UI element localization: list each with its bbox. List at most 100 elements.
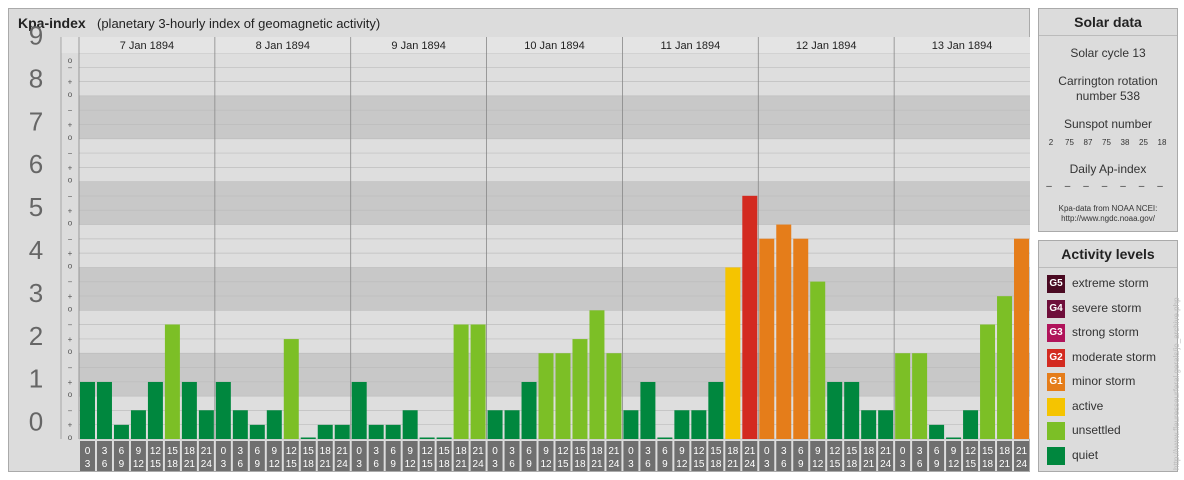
interval-start-label: 0 [221,446,227,457]
interval-box [912,441,928,471]
level-label: strong storm [1072,325,1139,339]
level-label: moderate storm [1072,349,1157,364]
interval-box [470,441,486,471]
level-swatch: G2 [1047,348,1065,367]
y-subtick-label: o [68,90,73,99]
interval-start-label: 9 [679,446,685,457]
interval-start-label: 18 [999,446,1011,457]
interval-box [827,441,843,471]
interval-box [861,441,877,471]
y-subtick-label: − [68,278,73,287]
day-label: 12 Jan 1894 [796,40,857,52]
interval-box [929,441,945,471]
kp-bar [181,381,197,439]
kp-bar [113,424,129,439]
interval-start-label: 12 [557,446,569,457]
interval-end-label: 12 [133,459,145,470]
interval-end-label: 6 [781,459,787,470]
level-item: G1 minor storm [1047,373,1175,391]
kp-bar [572,339,588,439]
interval-start-label: 15 [439,446,451,457]
interval-box [742,441,758,471]
interval-box [589,441,605,471]
y-subtick-label: − [68,364,73,373]
interval-start-label: 12 [829,446,841,457]
kp-bar [589,310,605,439]
interval-box [266,441,282,471]
interval-box [317,441,333,471]
y-axis-gutter [9,37,61,439]
kp-bar [504,410,520,439]
ap-value: – [1064,181,1071,192]
kp-bar [453,324,469,439]
interval-start-label: 9 [951,446,957,457]
kp-bar [657,437,673,439]
sunspot-title: Sunspot number [1063,117,1153,131]
y-subtick-label: o [68,433,73,442]
interval-start-label: 3 [781,446,787,457]
interval-box [1014,441,1029,471]
y-tick-label: 7 [29,106,43,136]
interval-box [623,441,639,471]
interval-end-label: 15 [150,459,162,470]
ap-value: – [1046,181,1052,192]
y-subtick-label: − [68,321,73,330]
solar-data-title: Solar data [1039,9,1177,36]
kp-bar [861,410,877,439]
interval-end-label: 9 [934,459,940,470]
interval-end-label: 12 [540,459,552,470]
credit-text: http://www.fleuresseurferal.gerals/jo_ar… [1172,297,1181,470]
y-subtick-label: − [68,235,73,244]
solar-data-panel: Solar data Solar cycle 13 Carrington rot… [1038,8,1178,232]
interval-end-label: 21 [184,459,196,470]
interval-start-label: 3 [238,446,244,457]
kp-bar [980,324,996,439]
interval-start-label: 0 [356,446,362,457]
interval-start-label: 12 [286,446,298,457]
interval-end-label: 9 [255,459,261,470]
interval-end-label: 15 [693,459,705,470]
ap-title: Daily Ap-index [1069,162,1147,176]
band-6 [79,138,1030,182]
kp-bar [385,424,401,439]
level-item: unsettled [1047,422,1175,440]
interval-box [776,441,792,471]
day-label: 11 Jan 1894 [660,40,720,52]
y-subtick-label: + [68,249,73,258]
interval-box [997,441,1013,471]
y-subtick-label: − [68,106,73,115]
y-tick-label: 8 [29,63,43,93]
level-label: unsettled [1072,423,1121,437]
interval-box [96,441,112,471]
y-subtick-label: + [68,378,73,387]
interval-end-label: 15 [557,459,569,470]
kp-bar [538,353,554,439]
y-subtick-label: o [68,56,73,65]
interval-start-label: 3 [509,446,515,457]
y-tick-label: 1 [29,364,43,394]
sunspot-value: 25 [1139,138,1148,147]
interval-start-label: 15 [846,446,858,457]
y-subtick-label: o [68,390,73,399]
kp-bar [198,410,214,439]
interval-start-label: 6 [934,446,940,457]
interval-end-label: 3 [492,459,498,470]
interval-end-label: 15 [965,459,977,470]
kp-bar [436,437,452,439]
kp-bar [96,381,112,439]
interval-end-label: 9 [526,459,532,470]
interval-end-label: 3 [628,459,634,470]
interval-end-label: 12 [269,459,281,470]
interval-end-label: 12 [948,459,960,470]
interval-start-label: 0 [628,446,634,457]
band-7 [79,95,1030,139]
interval-box [181,441,197,471]
interval-start-label: 15 [303,446,315,457]
interval-start-label: 0 [900,446,906,457]
level-item: quiet [1047,446,1175,465]
interval-end-label: 24 [337,459,349,470]
interval-box [963,441,979,471]
carrington-line1: Carrington rotation [1058,74,1158,88]
kp-bar [487,410,503,439]
y-subtick-label: + [68,335,73,344]
